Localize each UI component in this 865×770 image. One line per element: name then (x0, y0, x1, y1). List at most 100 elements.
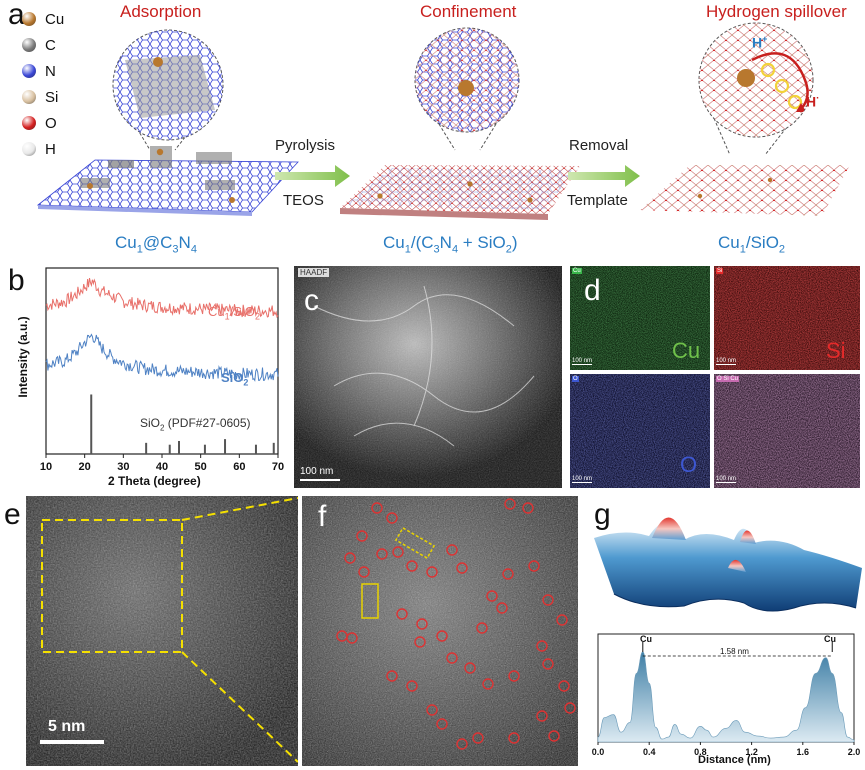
intensity-surface-3d (594, 517, 862, 612)
xrd-xtick-label: 20 (79, 461, 91, 473)
atom-legend: Cu C N Si O H (22, 6, 92, 162)
profile-xtick-label: 0.8 (694, 747, 707, 757)
eds-scalebar-overlay: 100 nm (716, 476, 737, 483)
eds-map-o (570, 374, 710, 488)
single-atom-marker (446, 544, 458, 556)
panel-b-label: b (8, 264, 25, 297)
profile-area (597, 651, 855, 743)
legend-item-o: O (22, 110, 92, 136)
xrd-xtick-label: 40 (156, 461, 168, 473)
xrd-series-label-sio2: SiO2 (221, 370, 249, 388)
peak-label-left: Cu (640, 634, 652, 644)
panel-c-label: c (304, 284, 319, 317)
single-atom-marker (386, 512, 398, 524)
single-atom-marker (496, 602, 508, 614)
eds-tag-o: O (572, 376, 579, 382)
xrd-xtick-label: 30 (117, 461, 129, 473)
single-atom-marker (396, 608, 408, 620)
haadf-image (294, 266, 562, 488)
eds-map-cu (570, 266, 710, 370)
atom-ball-icon (22, 142, 36, 156)
formula-cu1-c3n4: Cu1@C3N4 (115, 233, 197, 256)
panel-d-label: d (584, 274, 601, 307)
atom-ball-icon (22, 116, 36, 130)
stage-title-confinement: Confinement (420, 2, 517, 21)
eds-tag-cu: Cu (572, 268, 582, 274)
panel-e-label: e (4, 498, 21, 531)
xrd-ylabel: Intensity (a.u.) (16, 316, 30, 398)
formula-cu1-sio2: Cu1/SiO2 (718, 233, 786, 256)
profile-xtick-label: 2.0 (848, 747, 861, 757)
line-profile-chart: 0.0 0.4 0.8 1.2 1.6 2.0 (592, 633, 861, 757)
eds-tag-overlay: O Si Cu (716, 376, 740, 382)
single-atom-marker (508, 732, 520, 744)
single-atom-marker (392, 546, 404, 558)
eds-label-cu: Cu (672, 338, 701, 363)
single-atom-marker (406, 680, 418, 692)
profile-xtick-label: 1.2 (745, 747, 758, 757)
single-atom-marker (536, 710, 548, 722)
single-atom-marker (528, 560, 540, 572)
single-atom-marker (376, 548, 388, 560)
xrd-xlabel: 2 Theta (degree) (108, 474, 201, 488)
haadf-scalebar: 100 nm (300, 466, 348, 481)
single-atom-marker (486, 590, 498, 602)
single-atom-marker (436, 630, 448, 642)
single-atom-marker (464, 662, 476, 674)
legend-label: H (45, 140, 56, 158)
single-atom-marker (558, 680, 570, 692)
single-atom-marker (522, 502, 534, 514)
stage-title-adsorption: Adsorption (120, 2, 202, 21)
line-profile-box (361, 583, 379, 619)
step-pyrolysis-label: Pyrolysis (275, 137, 336, 154)
xrd-series-label-cu1-sio2: Cu1/SiO2 (208, 304, 260, 322)
single-atom-marker (556, 614, 568, 626)
stage-title-hydrogen-spillover: Hydrogen spillover (706, 2, 847, 21)
single-atom-marker (542, 594, 554, 606)
single-atom-marker (344, 552, 356, 564)
legend-label: O (45, 114, 57, 132)
xrd-series-line (45, 333, 279, 382)
single-atom-marker (504, 498, 516, 510)
legend-label: N (45, 62, 56, 80)
legend-label: Si (45, 88, 59, 106)
eds-scalebar-o: 100 nm (572, 476, 593, 483)
eds-tag-si: Si (716, 268, 724, 274)
single-atom-marker (548, 730, 560, 742)
atom-pair-box (394, 526, 436, 560)
single-atom-marker (371, 502, 383, 514)
profile-xtick-label: 1.6 (797, 747, 810, 757)
h-plus-label: H+ (752, 34, 768, 51)
legend-item-c: C (22, 32, 92, 58)
single-atom-marker (482, 678, 494, 690)
step-template-label: Template (567, 192, 628, 209)
panel-g-label: g (594, 498, 611, 531)
profile-xtick-label: 0.4 (643, 747, 656, 757)
panel-f-label: f (318, 500, 327, 533)
single-atom-marker (542, 658, 554, 670)
eds-map-overlay (714, 374, 860, 488)
step-removal-label: Removal (569, 137, 629, 154)
single-atom-marker (456, 562, 468, 574)
atom-ball-icon (22, 12, 36, 26)
single-atom-marker (502, 568, 514, 580)
legend-item-cu: Cu (22, 6, 92, 32)
legend-label: C (45, 36, 56, 54)
hr-stem-scalebar-bar (40, 740, 104, 744)
eds-label-si: Si (826, 338, 846, 363)
eds-scalebar-cu: 100 nm (572, 358, 593, 365)
single-atom-marker (426, 704, 438, 716)
profile-xlabel: Distance (nm) (698, 754, 771, 766)
legend-item-h: H (22, 136, 92, 162)
peak-distance-label: 1.58 nm (720, 647, 749, 656)
haadf-scalebar-text: 100 nm (300, 466, 334, 477)
single-atom-marker (472, 732, 484, 744)
eds-label-o: O (680, 452, 698, 477)
single-atom-marker (456, 738, 468, 750)
single-atom-marker (436, 718, 448, 730)
single-atom-marker (508, 670, 520, 682)
atom-ball-icon (22, 90, 36, 104)
legend-item-si: Si (22, 84, 92, 110)
xrd-ref-label: SiO2 (PDF#27-0605) (140, 416, 251, 433)
xrd-series-line (45, 277, 279, 319)
